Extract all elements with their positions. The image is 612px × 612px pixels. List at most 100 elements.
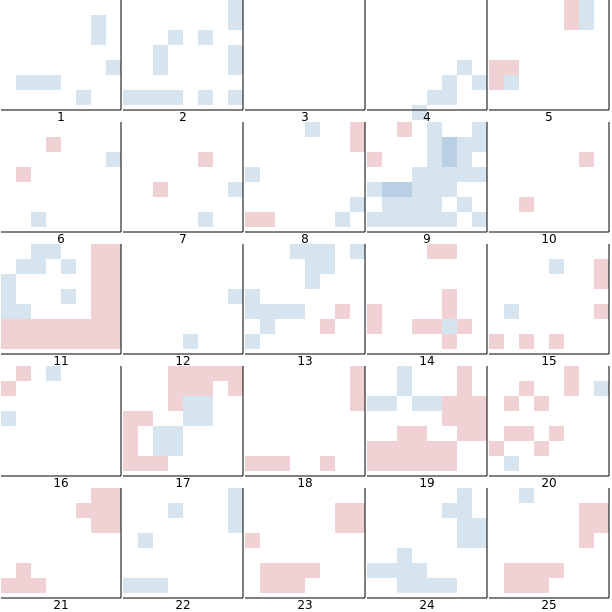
cell-red xyxy=(183,381,198,396)
cell-red xyxy=(320,456,335,471)
panel-12: 12 xyxy=(123,244,244,368)
panel-13: 13 xyxy=(245,244,366,368)
cell-blue xyxy=(367,563,382,578)
panel-label: 10 xyxy=(541,232,556,246)
cell-red xyxy=(504,60,519,75)
cell-blue xyxy=(472,167,487,182)
panel-label: 20 xyxy=(541,476,556,490)
cell-blue xyxy=(427,197,442,212)
cell-red xyxy=(489,441,504,456)
cell-blue xyxy=(168,30,183,45)
cell-blue xyxy=(579,0,594,15)
cell-red xyxy=(504,578,519,593)
cell-red xyxy=(427,456,442,471)
cell-red xyxy=(123,441,138,456)
cell-red xyxy=(350,366,365,381)
cell-red xyxy=(91,304,106,319)
cell-blue xyxy=(275,304,290,319)
cell-red xyxy=(594,304,609,319)
cell-red xyxy=(427,319,442,334)
cell-red xyxy=(335,518,350,533)
cell-blue xyxy=(46,75,61,90)
cell-blue xyxy=(260,319,275,334)
cell-blue xyxy=(427,167,442,182)
cell-red xyxy=(1,334,16,349)
cell-red xyxy=(504,396,519,411)
cell-blue xyxy=(519,488,534,503)
cell-blue xyxy=(228,488,243,503)
cell-blue xyxy=(457,167,472,182)
cell-red xyxy=(123,426,138,441)
cell-blue xyxy=(382,212,397,227)
cell-blue xyxy=(412,212,427,227)
cell-red xyxy=(350,122,365,137)
cell-blue xyxy=(442,167,457,182)
cell-blue xyxy=(228,15,243,30)
panel-7: 7 xyxy=(123,122,244,246)
cell-blue xyxy=(198,90,213,105)
cell-red xyxy=(442,244,457,259)
cell-blue xyxy=(245,167,260,182)
panel-label: 23 xyxy=(297,598,312,612)
cell-blue xyxy=(153,90,168,105)
cell-red xyxy=(457,366,472,381)
cell-blue xyxy=(472,75,487,90)
panel-16: 16 xyxy=(0,366,122,490)
cell-red xyxy=(442,304,457,319)
cell-red xyxy=(579,518,594,533)
panel-label: 4 xyxy=(423,110,431,124)
cell-red xyxy=(245,212,260,227)
panel-25: 25 xyxy=(489,488,610,612)
cell-red xyxy=(245,456,260,471)
cell-blue xyxy=(31,75,46,90)
cell-red xyxy=(367,152,382,167)
cell-red xyxy=(579,152,594,167)
cell-blue xyxy=(123,90,138,105)
cell-red xyxy=(1,319,16,334)
cell-red xyxy=(61,319,76,334)
cell-red xyxy=(16,578,31,593)
cell-blue xyxy=(245,289,260,304)
cell-blue xyxy=(16,75,31,90)
cell-blue xyxy=(91,30,106,45)
cell-red xyxy=(16,366,31,381)
cell-red xyxy=(397,441,412,456)
panel-5: 5 xyxy=(489,0,610,124)
cell-red xyxy=(534,578,549,593)
panel-3: 3 xyxy=(245,0,366,124)
cell-red xyxy=(91,518,106,533)
cell-blue xyxy=(350,244,365,259)
panel-label: 18 xyxy=(297,476,312,490)
cell-blue xyxy=(442,578,457,593)
cell-blue xyxy=(397,578,412,593)
cell-red xyxy=(519,563,534,578)
panel-10: 10 xyxy=(489,122,610,246)
cell-blue xyxy=(472,518,487,533)
cell-red xyxy=(275,456,290,471)
cell-red xyxy=(106,488,121,503)
cell-red xyxy=(442,411,457,426)
cell-blue-dark xyxy=(442,152,457,167)
cell-red xyxy=(183,366,198,381)
cell-red xyxy=(594,274,609,289)
cell-red xyxy=(16,563,31,578)
cell-blue xyxy=(504,456,519,471)
cell-blue xyxy=(46,244,61,259)
cell-red xyxy=(472,411,487,426)
cell-blue xyxy=(138,578,153,593)
panel-label: 5 xyxy=(545,110,553,124)
cell-red xyxy=(519,578,534,593)
cell-blue xyxy=(397,563,412,578)
panel-14: 14 xyxy=(367,244,488,368)
cell-blue xyxy=(335,212,350,227)
cell-red xyxy=(472,396,487,411)
cell-red xyxy=(31,334,46,349)
cell-red xyxy=(91,503,106,518)
cell-red xyxy=(397,456,412,471)
cell-blue xyxy=(397,381,412,396)
cell-blue xyxy=(153,441,168,456)
cell-blue xyxy=(1,304,16,319)
cell-blue xyxy=(427,152,442,167)
cell-red xyxy=(489,75,504,90)
